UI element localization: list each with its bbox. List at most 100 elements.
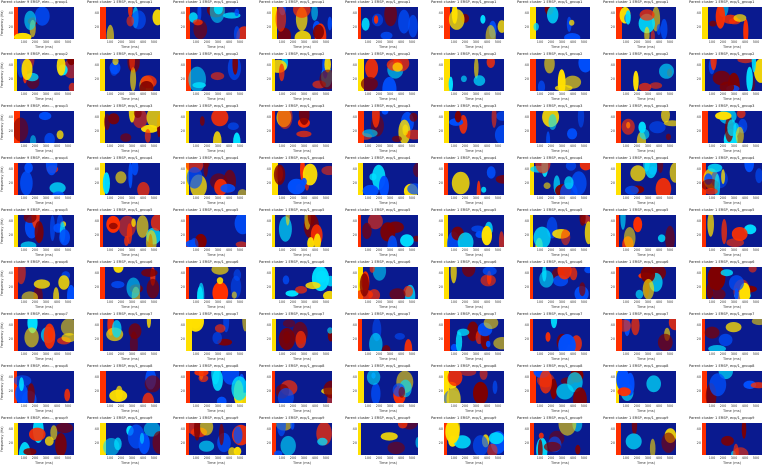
ersp-panel: Parent cluster 1 ERSP, ecp/1_group1 40 20 1… bbox=[86, 0, 164, 52]
y-tick-label: 40 bbox=[610, 375, 615, 379]
heatmap-svg bbox=[444, 7, 504, 39]
y-tick-label: 40 bbox=[180, 11, 185, 15]
heatmap-svg bbox=[702, 371, 762, 403]
panel-title: Parent cluster 1 ERSP, ecp/1_group7 bbox=[259, 312, 325, 316]
x-axis-label: Time (ms) bbox=[722, 45, 742, 49]
x-tick-label: 500 bbox=[322, 40, 330, 44]
x-tick-label: 400 bbox=[311, 404, 319, 408]
heatmap-blob bbox=[212, 331, 222, 345]
heatmap-svg bbox=[272, 215, 323, 247]
panel-title: Parent cluster 1 ERSP, ecp/1_group3 bbox=[87, 104, 153, 108]
x-tick-label: 300 bbox=[558, 404, 566, 408]
y-tick-labels: 40 20 bbox=[350, 216, 357, 246]
heatmap-blob bbox=[725, 322, 742, 333]
x-tick-label: 300 bbox=[472, 352, 480, 356]
x-tick-labels: 100 200 300 400 500 bbox=[530, 300, 590, 304]
x-tick-label: 200 bbox=[289, 352, 297, 356]
y-tick-label: 40 bbox=[352, 219, 357, 223]
heatmap-svg bbox=[14, 111, 64, 143]
heatmap-blob bbox=[152, 431, 160, 454]
heatmap-blob bbox=[277, 388, 294, 403]
heatmap-blob bbox=[220, 183, 236, 193]
x-tick-label: 500 bbox=[150, 92, 158, 96]
heatmap-blob bbox=[539, 270, 554, 288]
x-tick-label: 200 bbox=[461, 404, 469, 408]
y-tick-label: 20 bbox=[438, 285, 443, 289]
x-tick-label: 500 bbox=[580, 456, 588, 460]
heatmap-blob bbox=[635, 289, 644, 299]
heatmap-blob bbox=[60, 319, 74, 336]
x-tick-label: 100 bbox=[708, 456, 716, 460]
heatmap-blob bbox=[24, 327, 39, 348]
heatmap-blob bbox=[413, 235, 418, 242]
x-tick-label: 300 bbox=[472, 92, 480, 96]
heatmap-blob bbox=[625, 433, 642, 450]
ersp-heatmap bbox=[272, 215, 332, 247]
heatmap-onset-band bbox=[358, 7, 361, 39]
heatmap-blob bbox=[543, 441, 561, 452]
heatmap-blob bbox=[733, 14, 747, 22]
heatmap-blob bbox=[52, 191, 65, 195]
heatmap-svg bbox=[186, 111, 241, 143]
heatmap-svg bbox=[444, 215, 504, 247]
ersp-heatmap bbox=[100, 215, 160, 247]
heatmap-blob bbox=[631, 319, 640, 336]
x-tick-label: 100 bbox=[192, 404, 200, 408]
x-tick-label: 400 bbox=[569, 352, 577, 356]
ersp-heatmap bbox=[530, 423, 590, 455]
heatmap-blob bbox=[543, 182, 551, 189]
x-tick-labels: 100 200 300 400 500 bbox=[186, 300, 246, 304]
x-axis-label: Time (ms) bbox=[722, 97, 742, 101]
heatmap-blob bbox=[327, 327, 332, 334]
x-tick-label: 500 bbox=[236, 196, 244, 200]
heatmap-svg bbox=[272, 59, 332, 91]
heatmap-onset-band bbox=[100, 215, 103, 247]
x-axis-label: Time (ms) bbox=[550, 201, 570, 205]
heatmap-blob bbox=[106, 24, 114, 39]
heatmap-blob bbox=[669, 163, 676, 183]
ersp-heatmap bbox=[272, 111, 332, 143]
y-tick-labels: 40 20 bbox=[92, 164, 99, 194]
heatmap-onset-band bbox=[358, 319, 362, 351]
y-tick-labels: 40 20 bbox=[92, 268, 99, 298]
heatmap-blob bbox=[389, 288, 406, 299]
x-tick-label: 400 bbox=[655, 196, 663, 200]
x-tick-label: 300 bbox=[386, 196, 394, 200]
heatmap-blob bbox=[656, 24, 661, 36]
ersp-panel: Parent cluster 1 ERSP, ecp/1_group3 40 20 1… bbox=[344, 104, 422, 156]
ersp-panel: Parent cluster 1 ERSP, ecp/1_group1 40 20 1… bbox=[172, 0, 250, 52]
heatmap-onset-band bbox=[358, 371, 364, 403]
heatmap-blob bbox=[402, 124, 409, 136]
x-tick-label: 400 bbox=[225, 404, 233, 408]
x-tick-labels: 100 200 300 400 500 bbox=[444, 300, 504, 304]
x-tick-label: 300 bbox=[300, 456, 308, 460]
ersp-panel: Parent cluster 1 ERSP, ecp/1_group6 40 20 1… bbox=[344, 260, 422, 312]
y-tick-label: 20 bbox=[94, 285, 99, 289]
heatmap-blob bbox=[237, 189, 246, 195]
heatmap-svg bbox=[702, 267, 757, 299]
ersp-panel: Parent cluster 1 ERSP, ecp/1_group4 40 20 1… bbox=[258, 156, 336, 208]
x-tick-label: 100 bbox=[106, 196, 114, 200]
ersp-panel: Parent cluster 1 ERSP, ecp/1_group6 40 20 1… bbox=[430, 260, 508, 312]
ersp-heatmap bbox=[186, 163, 246, 195]
x-tick-labels: 100 200 300 400 500 bbox=[14, 404, 74, 408]
panel-title: Parent cluster 1 ERSP, ecp/1_group6 bbox=[517, 260, 583, 264]
x-tick-label: 200 bbox=[633, 144, 641, 148]
x-tick-label: 100 bbox=[450, 300, 458, 304]
heatmap-blob bbox=[58, 275, 70, 290]
x-tick-label: 300 bbox=[558, 248, 566, 252]
x-tick-label: 300 bbox=[386, 404, 394, 408]
x-tick-label: 100 bbox=[106, 92, 114, 96]
y-tick-labels: 40 20 bbox=[694, 216, 701, 246]
x-axis-label: Time (ms) bbox=[464, 409, 484, 413]
heatmap-blob bbox=[305, 281, 321, 290]
x-axis-label: Time (ms) bbox=[378, 149, 398, 153]
panel-title: Parent cluster 1 ERSP, ecp/1_group8 bbox=[603, 364, 669, 368]
y-tick-label: 20 bbox=[524, 181, 529, 185]
y-axis-label: Frequency (Hz) bbox=[0, 322, 4, 348]
heatmap-blob bbox=[573, 387, 587, 403]
x-axis-label: Time (ms) bbox=[464, 357, 484, 361]
y-tick-label: 40 bbox=[94, 167, 99, 171]
y-tick-label: 20 bbox=[696, 285, 701, 289]
x-tick-label: 400 bbox=[53, 300, 61, 304]
